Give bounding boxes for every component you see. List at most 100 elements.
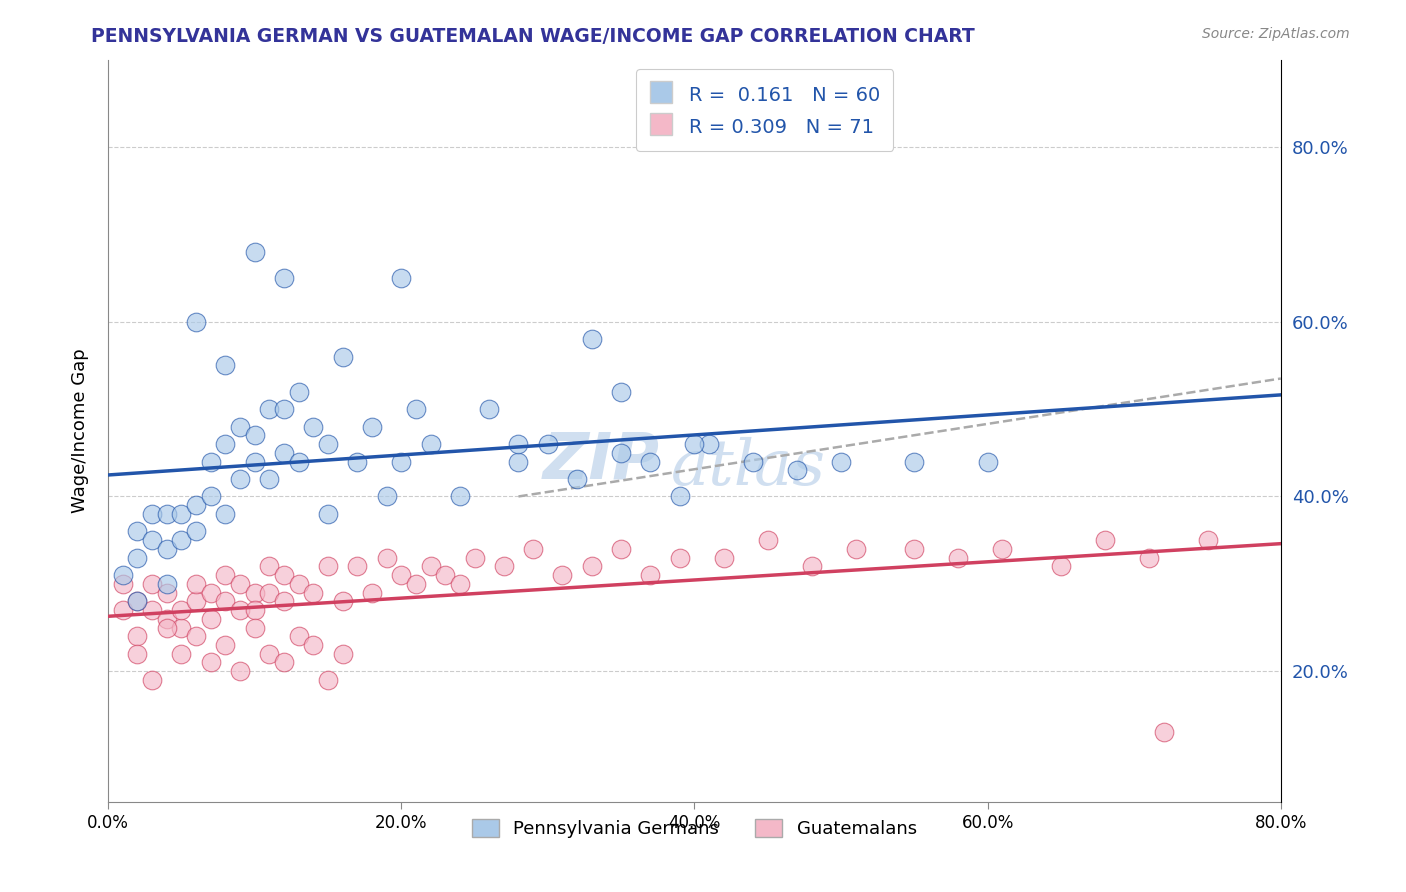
Point (713, 550, 735, 565)
Point (141, 507, 163, 521)
Point (332, 594, 354, 608)
Point (273, 656, 295, 670)
Point (640, 568, 662, 582)
Point (214, 638, 236, 652)
Point (683, 437, 706, 451)
Point (214, 359, 236, 373)
Point (170, 533, 193, 548)
Point (127, 524, 149, 539)
Y-axis label: Wage/Income Gap: Wage/Income Gap (72, 349, 89, 513)
Point (170, 647, 193, 661)
Point (156, 612, 179, 626)
Point (273, 271, 295, 285)
Point (1050, 559, 1073, 574)
Point (259, 559, 281, 574)
Point (127, 550, 149, 565)
Point (786, 463, 808, 477)
Point (991, 541, 1014, 556)
Point (742, 454, 765, 468)
Point (360, 585, 382, 599)
Point (375, 490, 398, 504)
Point (948, 550, 970, 565)
Point (976, 454, 998, 468)
Point (1197, 533, 1219, 548)
Point (903, 454, 925, 468)
Point (332, 647, 354, 661)
Point (610, 384, 633, 399)
Point (214, 568, 236, 582)
Point (346, 559, 368, 574)
Point (141, 577, 163, 591)
Point (127, 647, 149, 661)
Point (830, 454, 852, 468)
Point (243, 454, 266, 468)
Point (229, 419, 252, 434)
Point (360, 419, 382, 434)
Point (111, 568, 134, 582)
Point (405, 577, 427, 591)
Point (610, 541, 633, 556)
Point (405, 402, 427, 417)
Point (449, 490, 471, 504)
Point (389, 454, 412, 468)
Point (478, 402, 501, 417)
Point (214, 437, 236, 451)
Point (229, 577, 252, 591)
Point (259, 647, 281, 661)
Text: Source: ZipAtlas.com: Source: ZipAtlas.com (1202, 27, 1350, 41)
Point (229, 603, 252, 617)
Point (127, 594, 149, 608)
Point (259, 585, 281, 599)
Point (200, 585, 222, 599)
Point (243, 621, 266, 635)
Point (845, 541, 868, 556)
Point (200, 612, 222, 626)
Point (170, 621, 193, 635)
Point (1153, 725, 1175, 739)
Point (581, 559, 603, 574)
Legend: Pennsylvania Germans, Guatemalans: Pennsylvania Germans, Guatemalans (464, 812, 924, 846)
Point (287, 454, 309, 468)
Point (243, 585, 266, 599)
Point (243, 603, 266, 617)
Point (156, 507, 179, 521)
Point (302, 419, 325, 434)
Point (170, 603, 193, 617)
Point (316, 437, 339, 451)
Point (184, 629, 207, 643)
Point (302, 638, 325, 652)
Point (287, 629, 309, 643)
Point (184, 498, 207, 512)
Point (273, 402, 295, 417)
Point (259, 472, 281, 486)
Point (156, 585, 179, 599)
Point (273, 568, 295, 582)
Point (229, 472, 252, 486)
Point (1137, 550, 1160, 565)
Point (640, 454, 662, 468)
Point (214, 507, 236, 521)
Point (287, 384, 309, 399)
Point (111, 603, 134, 617)
Point (302, 585, 325, 599)
Point (243, 428, 266, 442)
Point (184, 594, 207, 608)
Point (156, 621, 179, 635)
Point (668, 490, 690, 504)
Point (243, 244, 266, 259)
Point (184, 315, 207, 329)
Point (419, 437, 441, 451)
Point (200, 656, 222, 670)
Point (375, 550, 398, 565)
Point (1094, 533, 1116, 548)
Point (332, 350, 354, 364)
Point (508, 437, 530, 451)
Point (800, 559, 823, 574)
Point (551, 568, 574, 582)
Point (214, 594, 236, 608)
Point (156, 577, 179, 591)
Point (492, 559, 515, 574)
Point (141, 533, 163, 548)
Point (346, 454, 368, 468)
Point (127, 594, 149, 608)
